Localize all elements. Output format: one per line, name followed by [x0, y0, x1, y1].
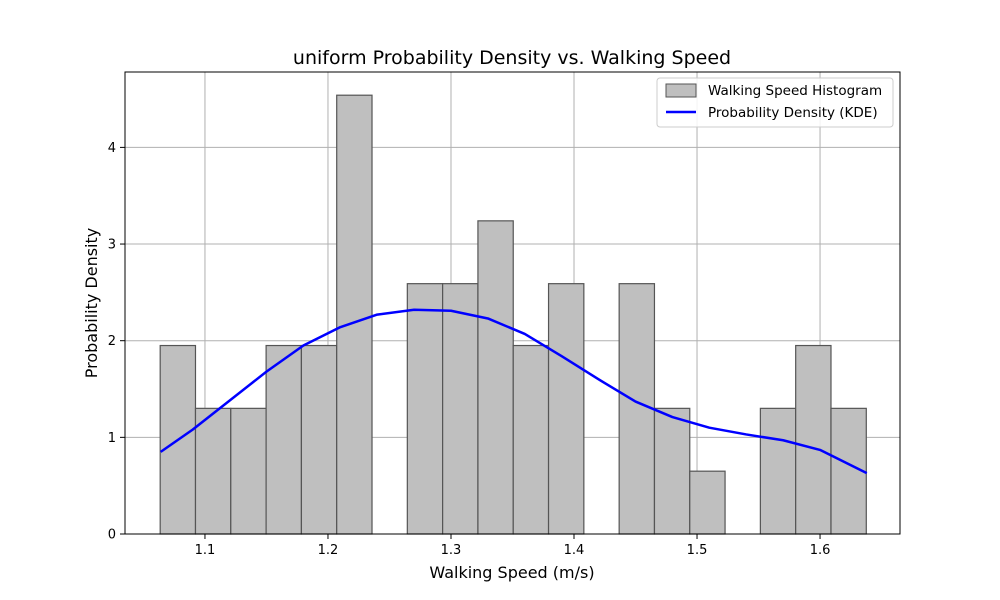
- histogram-bar: [547, 283, 585, 535]
- histogram-bar: [795, 344, 832, 535]
- x-tick-label: 1.1: [195, 543, 216, 558]
- histogram-bar: [265, 344, 303, 535]
- histogram-bar: [512, 344, 550, 535]
- y-tick-label: 2: [108, 334, 116, 349]
- histogram-bar: [653, 407, 691, 535]
- x-tick-label: 1.4: [564, 543, 585, 558]
- x-tick-label: 1.5: [687, 543, 708, 558]
- x-axis-label: Walking Speed (m/s): [429, 563, 594, 582]
- y-tick-label: 3: [108, 238, 116, 253]
- histogram-bar: [689, 470, 726, 535]
- y-tick-label: 0: [108, 528, 116, 543]
- x-tick-label: 1.3: [441, 543, 462, 558]
- histogram-bar: [759, 407, 797, 535]
- kde-line: [159, 308, 868, 475]
- legend-label-kde: Probability Density (KDE): [708, 105, 878, 121]
- y-axis-label: Probability Density: [82, 228, 101, 379]
- plot-frame: [124, 71, 901, 535]
- histogram-bar: [406, 283, 444, 535]
- y-axis-ticks: 0 1 2 3 4: [108, 141, 125, 543]
- x-tick-label: 1.6: [810, 543, 831, 558]
- legend-box: [656, 77, 894, 128]
- histogram-bar: [300, 344, 338, 535]
- histogram-bar: [477, 220, 514, 535]
- histogram-bars: [159, 94, 867, 535]
- legend: Walking Speed Histogram Probability Dens…: [656, 77, 894, 128]
- legend-swatch-histogram: [665, 83, 697, 98]
- histogram-bar: [194, 407, 232, 535]
- histogram-bar: [442, 283, 479, 535]
- chart-title: uniform Probability Density vs. Walking …: [293, 47, 731, 69]
- x-axis-ticks: 1.1 1.2 1.3 1.4 1.5 1.6: [195, 534, 831, 558]
- y-tick-label: 1: [108, 431, 116, 446]
- histogram-bar: [618, 283, 656, 535]
- x-tick-label: 1.2: [318, 543, 339, 558]
- histogram-bar: [230, 407, 267, 535]
- legend-label-histogram: Walking Speed Histogram: [708, 83, 882, 99]
- y-tick-label: 4: [108, 141, 116, 156]
- histogram-bar: [336, 94, 373, 535]
